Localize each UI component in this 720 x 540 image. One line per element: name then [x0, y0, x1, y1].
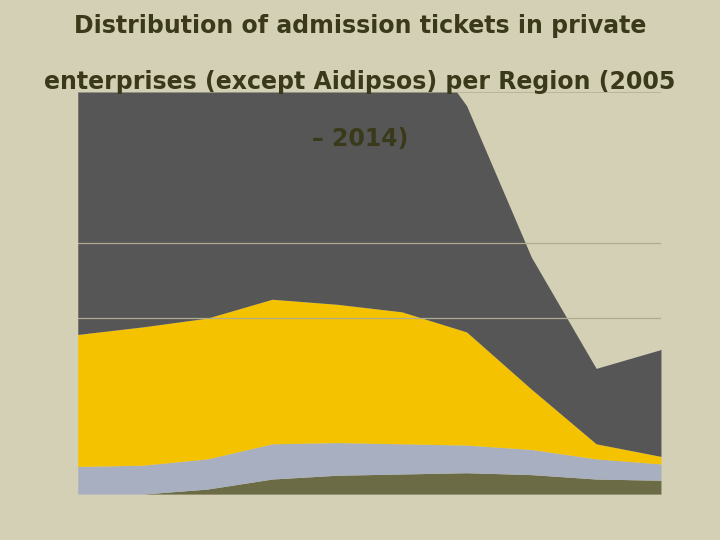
Text: enterprises (except Aidipsos) per Region (2005: enterprises (except Aidipsos) per Region…: [45, 70, 675, 94]
Text: Distribution of admission tickets in private: Distribution of admission tickets in pri…: [74, 14, 646, 37]
Text: – 2014): – 2014): [312, 127, 408, 151]
